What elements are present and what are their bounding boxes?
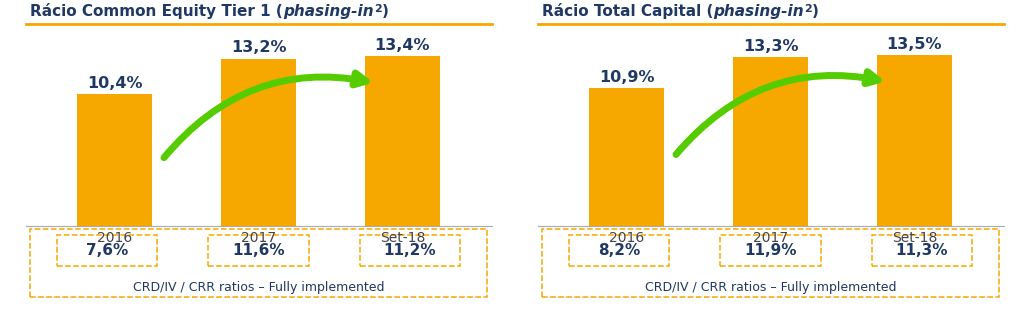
Text: 11,3%: 11,3%	[896, 243, 948, 258]
Text: 11,6%: 11,6%	[232, 243, 285, 258]
Bar	[721, 235, 820, 266]
Text: 2: 2	[804, 5, 812, 15]
Bar	[569, 235, 670, 266]
Bar	[78, 94, 153, 226]
Text: phasing-in: phasing-in	[714, 4, 804, 19]
Text: 2: 2	[374, 5, 381, 15]
Text: 10,9%: 10,9%	[599, 70, 654, 85]
FancyArrowPatch shape	[676, 72, 879, 154]
Text: 13,4%: 13,4%	[375, 38, 430, 53]
Text: ): )	[381, 4, 388, 19]
Text: 11,9%: 11,9%	[744, 243, 797, 258]
Text: 13,3%: 13,3%	[742, 39, 799, 54]
Text: Rácio Total Capital (: Rácio Total Capital (	[543, 3, 714, 19]
Bar	[871, 235, 972, 266]
Text: CRD/IV / CRR ratios – Fully implemented: CRD/IV / CRR ratios – Fully implemented	[133, 281, 384, 294]
Bar	[877, 55, 951, 226]
Text: phasing-in: phasing-in	[283, 4, 374, 19]
Text: 10,4%: 10,4%	[87, 76, 142, 91]
Bar	[57, 235, 158, 266]
FancyArrowPatch shape	[164, 73, 367, 158]
Bar	[590, 88, 665, 226]
Bar	[733, 57, 808, 226]
Bar	[209, 235, 308, 266]
Bar	[365, 56, 439, 226]
Text: CRD/IV / CRR ratios – Fully implemented: CRD/IV / CRR ratios – Fully implemented	[645, 281, 896, 294]
Text: 13,5%: 13,5%	[887, 37, 942, 52]
Text: 11,2%: 11,2%	[384, 243, 436, 258]
Bar	[359, 235, 460, 266]
Text: 7,6%: 7,6%	[86, 243, 128, 258]
Bar	[221, 59, 296, 226]
Text: 13,2%: 13,2%	[230, 40, 287, 55]
Text: Rácio Common Equity Tier 1 (: Rácio Common Equity Tier 1 (	[31, 3, 283, 19]
Text: ): )	[812, 4, 819, 19]
Text: 8,2%: 8,2%	[598, 243, 640, 258]
